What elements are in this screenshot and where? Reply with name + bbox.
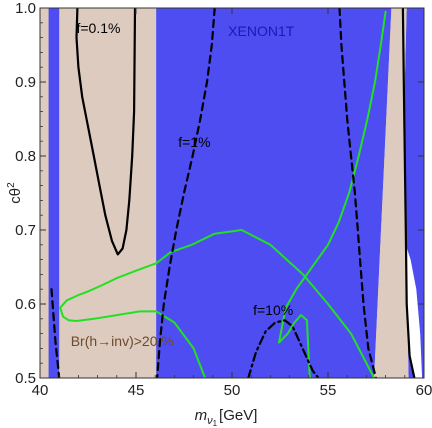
annotation-3: XENON1T xyxy=(228,23,295,39)
annotation-1: f=1% xyxy=(178,134,210,150)
y-tick-label-3: 0.8 xyxy=(15,148,36,165)
x-axis-label-sub: ν xyxy=(207,415,213,427)
annotations: f=0.1% f=1% f=10% XENON1T Br(h→inv)>20 % xyxy=(71,20,295,349)
br-region-0 xyxy=(374,8,409,378)
annotation-4: Br(h→inv)>20 % xyxy=(71,333,174,349)
series-line-4 xyxy=(156,8,216,378)
x-tick-label-4: 60 xyxy=(416,382,432,399)
y-axis-label-main: cθ xyxy=(7,188,24,204)
x-tick-label-1: 45 xyxy=(128,382,145,399)
y-axis-label: cθ2 xyxy=(6,182,24,204)
y-tick-label-4: 0.9 xyxy=(15,74,36,91)
annotation-0: f=0.1% xyxy=(76,20,120,36)
series-line-6 xyxy=(50,288,61,378)
x-axis-label-subsub: 1 xyxy=(213,419,218,428)
x-tick-label-0: 40 xyxy=(32,382,49,399)
series-line-5 xyxy=(338,8,378,378)
series-line-2 xyxy=(75,8,137,256)
series-line-0 xyxy=(278,10,387,378)
x-axis-label-main: m xyxy=(195,407,208,424)
series-line-7 xyxy=(247,319,320,378)
y-tick-label-0: 0.5 xyxy=(15,370,36,387)
contour-lines xyxy=(50,8,416,378)
annotation-2: f=10% xyxy=(253,302,293,318)
x-tick-label-3: 55 xyxy=(320,382,337,399)
y-tick-label-2: 0.7 xyxy=(15,222,36,239)
series-line-1 xyxy=(59,229,376,378)
x-axis: 40 45 50 55 60 xyxy=(32,8,432,399)
regions xyxy=(48,8,424,378)
x-tick-label-2: 50 xyxy=(224,382,241,399)
x-axis-label-unit: [GeV] xyxy=(219,407,257,424)
y-axis: 0.5 0.6 0.7 0.8 0.9 1.0 xyxy=(15,0,424,387)
y-axis-label-sup: 2 xyxy=(6,182,17,188)
xenon-region-1 xyxy=(156,8,392,378)
x-axis-label: mν1 [GeV] xyxy=(195,407,258,428)
series-line-3 xyxy=(401,8,416,378)
y-tick-label-1: 0.6 xyxy=(15,296,36,313)
xenon-region-0 xyxy=(48,8,60,378)
y-tick-label-5: 1.0 xyxy=(15,0,36,17)
